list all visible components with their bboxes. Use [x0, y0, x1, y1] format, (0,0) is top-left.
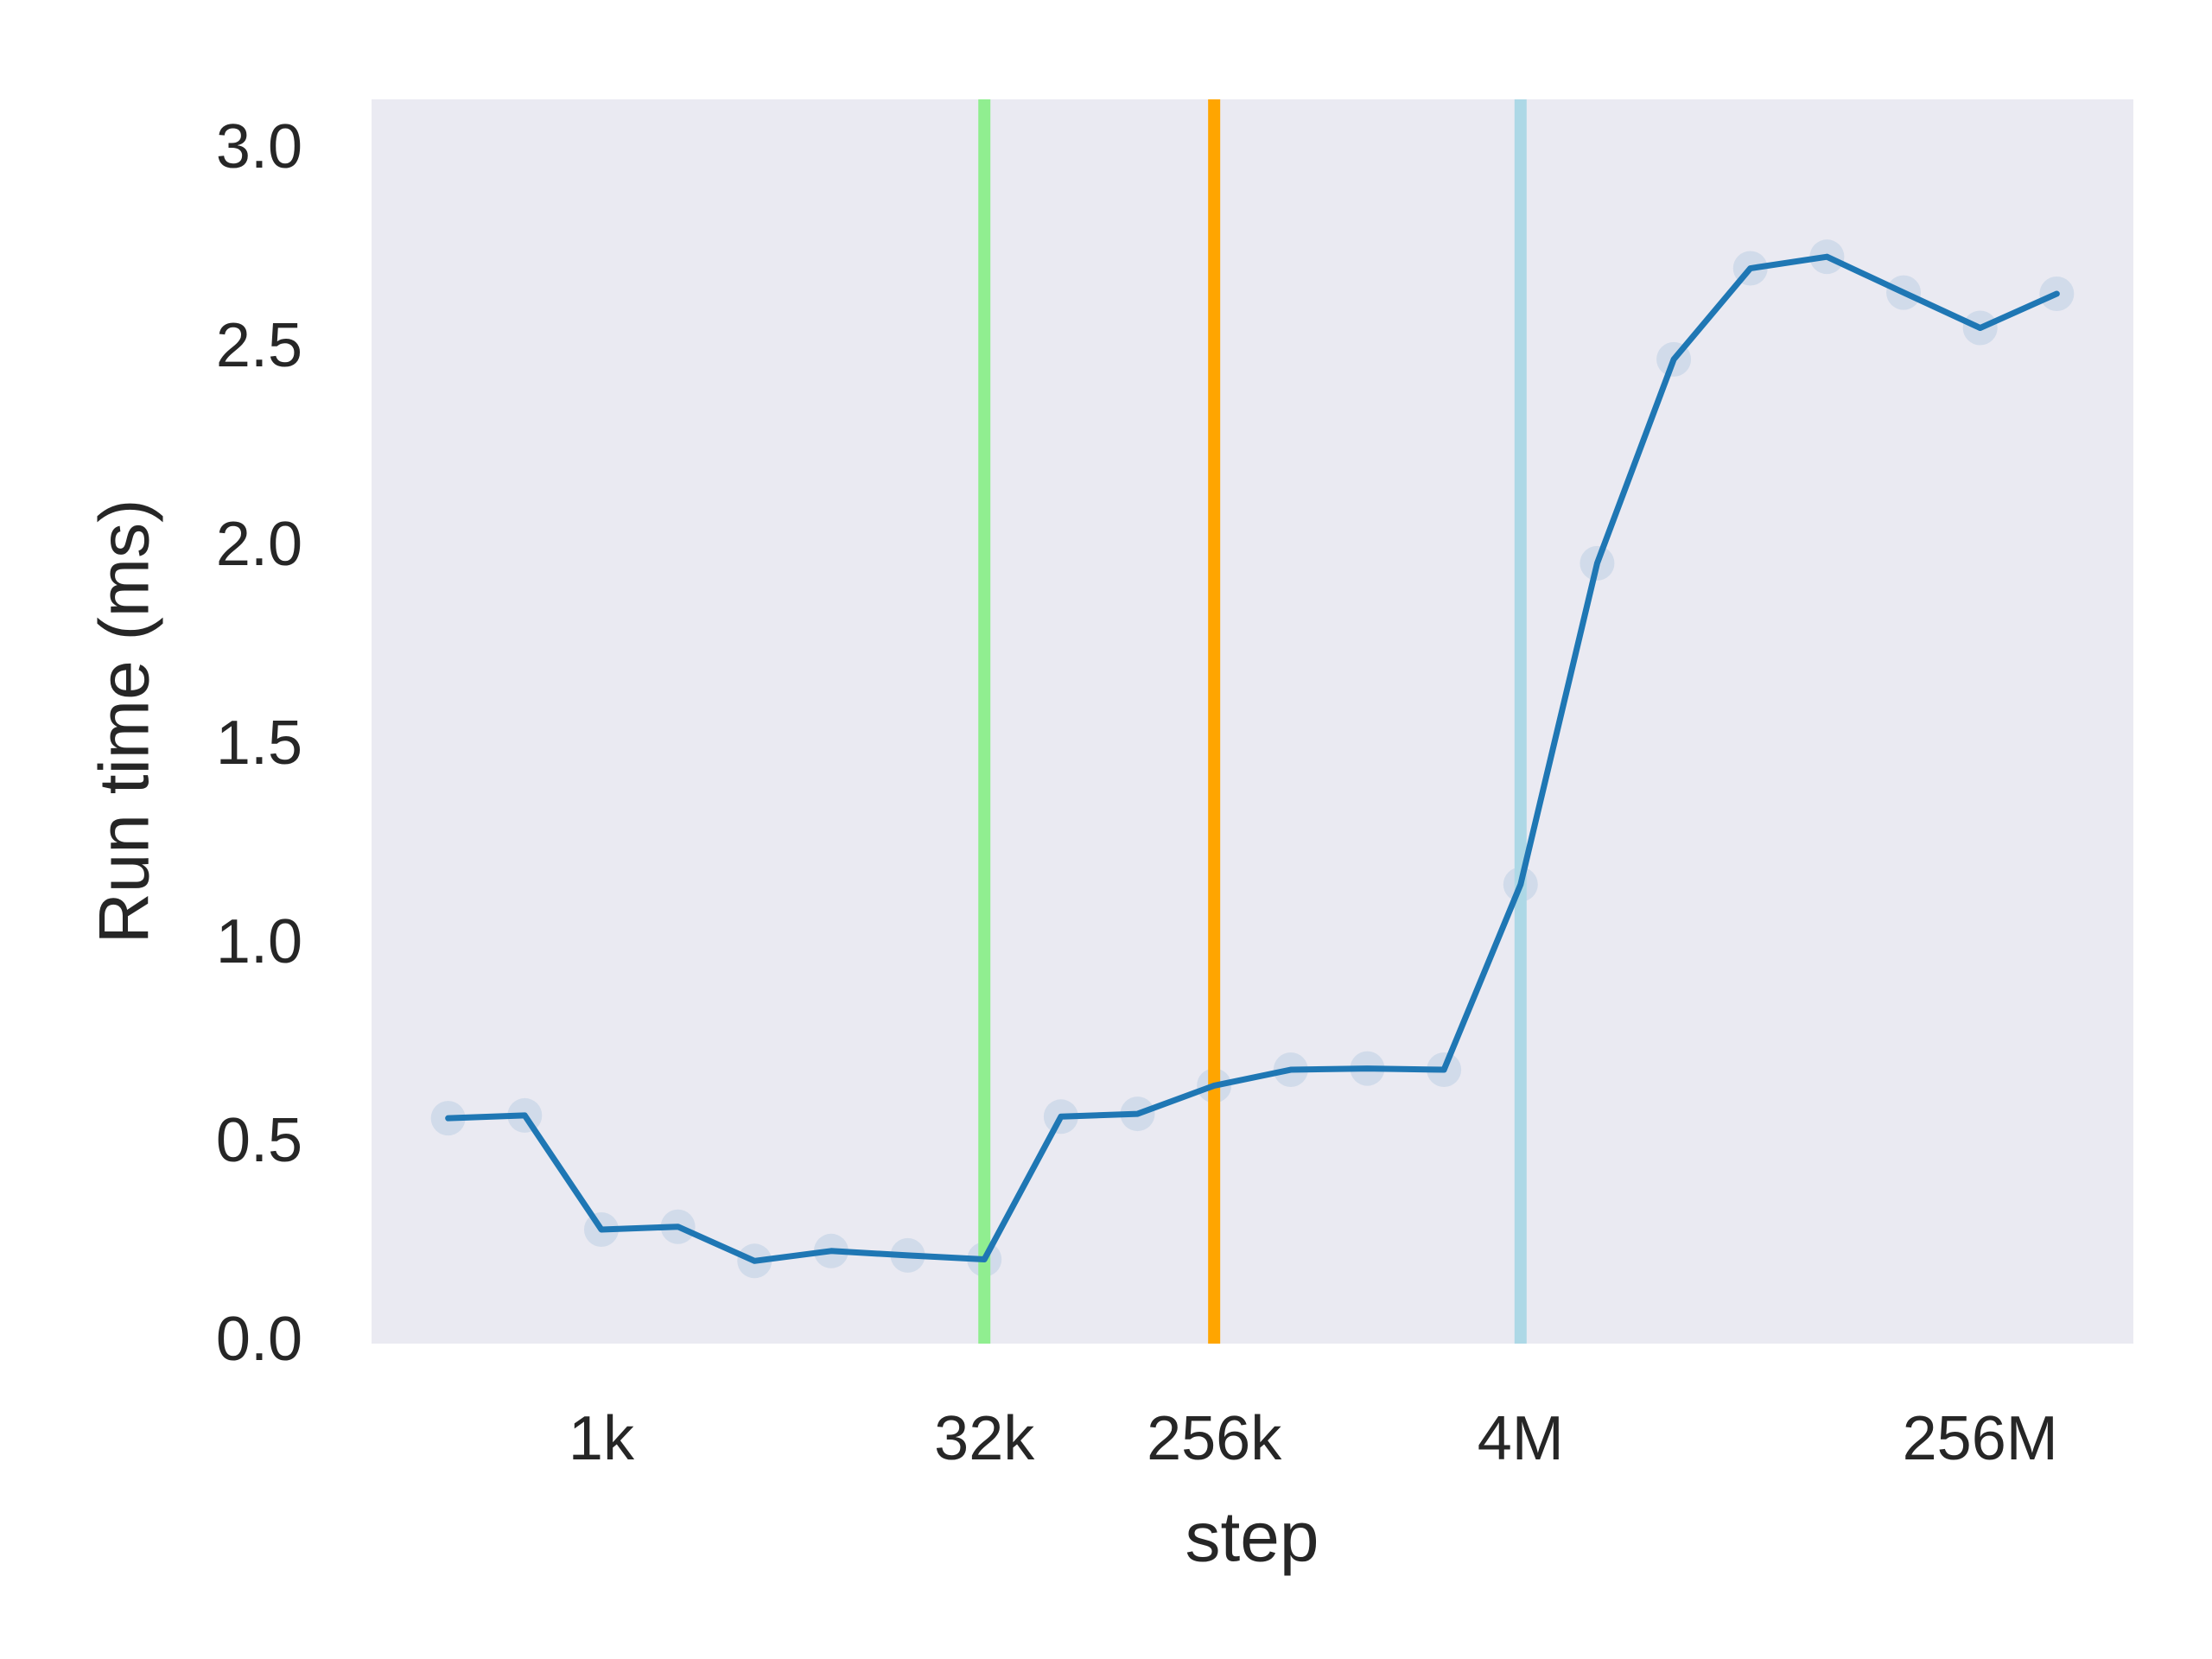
x-tick-label: 4M	[1478, 1404, 1564, 1473]
y-tick-label: 2.0	[216, 510, 302, 579]
x-tick-label: 256k	[1147, 1404, 1282, 1473]
y-tick-label: 2.5	[216, 311, 302, 380]
x-tick-label: 256M	[1903, 1404, 2058, 1473]
plot-area	[372, 99, 2133, 1344]
x-tick-label: 1k	[569, 1404, 635, 1473]
x-tick-label: 32k	[934, 1404, 1035, 1473]
y-tick-label: 1.0	[216, 907, 302, 976]
x-axis-label: step	[1185, 1498, 1319, 1577]
y-tick-label: 0.0	[216, 1305, 302, 1374]
y-tick-label: 1.5	[216, 709, 302, 778]
y-axis-label: Run time (ms)	[86, 499, 164, 944]
data-line	[445, 253, 2060, 1264]
y-tick-label: 3.0	[216, 112, 302, 181]
y-tick-label: 0.5	[216, 1106, 302, 1175]
